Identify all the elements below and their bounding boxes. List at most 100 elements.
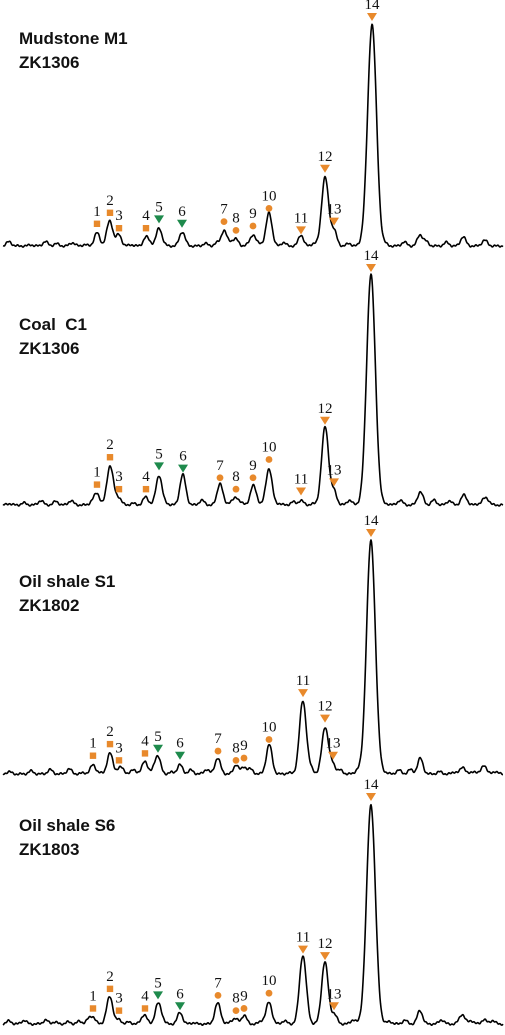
peak-marker-circle	[249, 222, 257, 230]
peak-marker-circle	[265, 456, 273, 463]
peak-marker-square	[141, 1005, 149, 1012]
peak-marker-triangle-orange	[296, 226, 306, 235]
peak-label: 8	[232, 740, 240, 756]
chromatogram-trace	[2, 23, 504, 248]
peak-label: 11	[294, 210, 308, 226]
peak-marker-triangle-orange	[367, 13, 377, 21]
peak-label: 5	[154, 975, 162, 991]
peak-label: 11	[296, 673, 310, 689]
peak-marker-circle	[240, 754, 248, 762]
peak-label: 14	[365, 0, 381, 13]
peak-label: 9	[249, 458, 257, 474]
peak-marker-circle	[216, 474, 224, 482]
peak-label: 5	[155, 446, 163, 462]
peak-label: 10	[262, 440, 277, 456]
peak-marker-circle	[220, 218, 228, 226]
peak-label: 12	[318, 936, 333, 952]
peak-label: 11	[296, 930, 310, 946]
panel-title: Oil shale S6	[19, 816, 115, 835]
peak-label: 2	[106, 724, 114, 740]
peak-label: 6	[179, 449, 187, 465]
peak-label: 10	[262, 719, 277, 735]
peak-label: 14	[364, 513, 380, 529]
peak-label: 14	[364, 777, 380, 793]
peak-label: 3	[115, 469, 123, 485]
peak-marker-triangle-orange	[320, 714, 330, 723]
peak-label: 2	[106, 969, 114, 985]
peak-label: 13	[327, 462, 342, 478]
peak-marker-circle	[232, 227, 240, 234]
peak-marker-square	[115, 485, 123, 493]
peak-label: 11	[294, 471, 308, 487]
peak-label: 1	[89, 988, 97, 1004]
peak-label: 7	[216, 458, 224, 474]
panel-title: Coal C1	[19, 315, 87, 334]
peak-marker-triangle-orange	[320, 164, 330, 173]
chromatogram-trace	[2, 273, 504, 507]
peak-marker-circle	[240, 1005, 248, 1012]
peak-marker-triangle-orange	[320, 952, 330, 961]
peak-label: 12	[318, 699, 333, 715]
panel-subtitle: ZK1306	[19, 53, 79, 72]
peak-marker-circle	[232, 1007, 240, 1015]
peak-marker-triangle-green	[153, 991, 163, 1000]
peak-marker-triangle-orange	[366, 793, 376, 801]
peak-label: 1	[93, 204, 101, 220]
peak-label: 10	[262, 973, 277, 989]
peak-label: 4	[141, 733, 149, 749]
peak-marker-triangle-orange	[296, 487, 306, 496]
peak-marker-circle	[249, 474, 257, 482]
peak-label: 9	[240, 738, 248, 754]
peak-marker-square	[93, 481, 101, 488]
peak-marker-triangle-green	[153, 744, 163, 753]
peak-marker-triangle-orange	[329, 1002, 339, 1011]
peak-label: 8	[232, 210, 240, 226]
panel-subtitle: ZK1802	[19, 596, 79, 615]
peak-marker-square	[115, 1007, 123, 1014]
peak-label: 5	[154, 729, 162, 745]
peak-marker-triangle-orange	[320, 416, 330, 425]
chromatogram-trace	[2, 803, 504, 1026]
peak-marker-triangle-green	[154, 215, 164, 224]
peak-marker-square	[115, 757, 123, 764]
peak-label: 3	[115, 208, 123, 224]
peak-label: 13	[327, 202, 342, 218]
panel-subtitle: ZK1306	[19, 339, 79, 358]
peak-label: 3	[115, 740, 123, 756]
peak-label: 4	[142, 208, 150, 224]
peak-marker-triangle-orange	[298, 689, 308, 698]
peak-marker-triangle-orange	[329, 478, 339, 487]
peak-marker-triangle-green	[175, 1002, 185, 1011]
peak-label: 4	[142, 469, 150, 485]
peak-marker-triangle-green	[178, 464, 188, 473]
peak-marker-square	[142, 225, 150, 232]
peak-marker-triangle-green	[175, 751, 185, 760]
peak-marker-square	[106, 985, 114, 993]
peak-label: 5	[155, 199, 163, 215]
peak-marker-circle	[265, 736, 273, 743]
peak-marker-triangle-green	[177, 219, 187, 228]
peak-label: 8	[232, 469, 240, 485]
peak-label: 6	[176, 986, 184, 1002]
peak-marker-square	[106, 740, 114, 748]
peak-label: 9	[240, 988, 248, 1004]
peak-label: 2	[106, 437, 114, 453]
peak-label: 14	[364, 248, 380, 264]
peak-label: 7	[214, 975, 222, 991]
peak-marker-square	[89, 752, 97, 759]
peak-marker-triangle-orange	[329, 217, 339, 226]
peak-label: 12	[318, 401, 333, 417]
panel-title: Mudstone M1	[19, 29, 128, 48]
panel-title: Oil shale S1	[19, 572, 115, 591]
peak-marker-square	[142, 485, 150, 493]
peak-label: 8	[232, 991, 240, 1007]
peak-label: 13	[326, 736, 341, 752]
peak-marker-triangle-green	[154, 462, 164, 471]
peak-label: 6	[176, 736, 184, 752]
peak-marker-triangle-orange	[298, 945, 308, 954]
peak-marker-circle	[265, 205, 273, 212]
peak-marker-circle	[232, 756, 240, 764]
